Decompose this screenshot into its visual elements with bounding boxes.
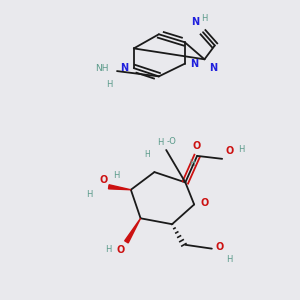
Text: N: N — [191, 17, 200, 27]
Text: H: H — [226, 254, 233, 263]
Text: H: H — [157, 138, 163, 147]
Text: O: O — [193, 141, 201, 151]
Text: N: N — [209, 63, 217, 73]
Text: H: H — [113, 170, 119, 179]
Text: H: H — [106, 80, 113, 89]
Text: H: H — [201, 14, 208, 23]
Text: H: H — [105, 245, 111, 254]
Text: O: O — [117, 245, 125, 255]
Text: O: O — [99, 175, 107, 185]
Text: N: N — [120, 63, 128, 73]
Text: O: O — [215, 242, 223, 252]
Polygon shape — [125, 218, 141, 243]
Text: NH: NH — [95, 64, 108, 73]
Text: N: N — [190, 59, 198, 69]
Text: H: H — [238, 146, 245, 154]
Text: H: H — [144, 150, 150, 159]
Text: O: O — [225, 146, 233, 157]
Text: O: O — [200, 198, 208, 208]
Text: H: H — [86, 190, 93, 199]
Text: -O: -O — [166, 137, 176, 146]
Text: H: H — [190, 159, 196, 168]
Polygon shape — [109, 185, 131, 190]
